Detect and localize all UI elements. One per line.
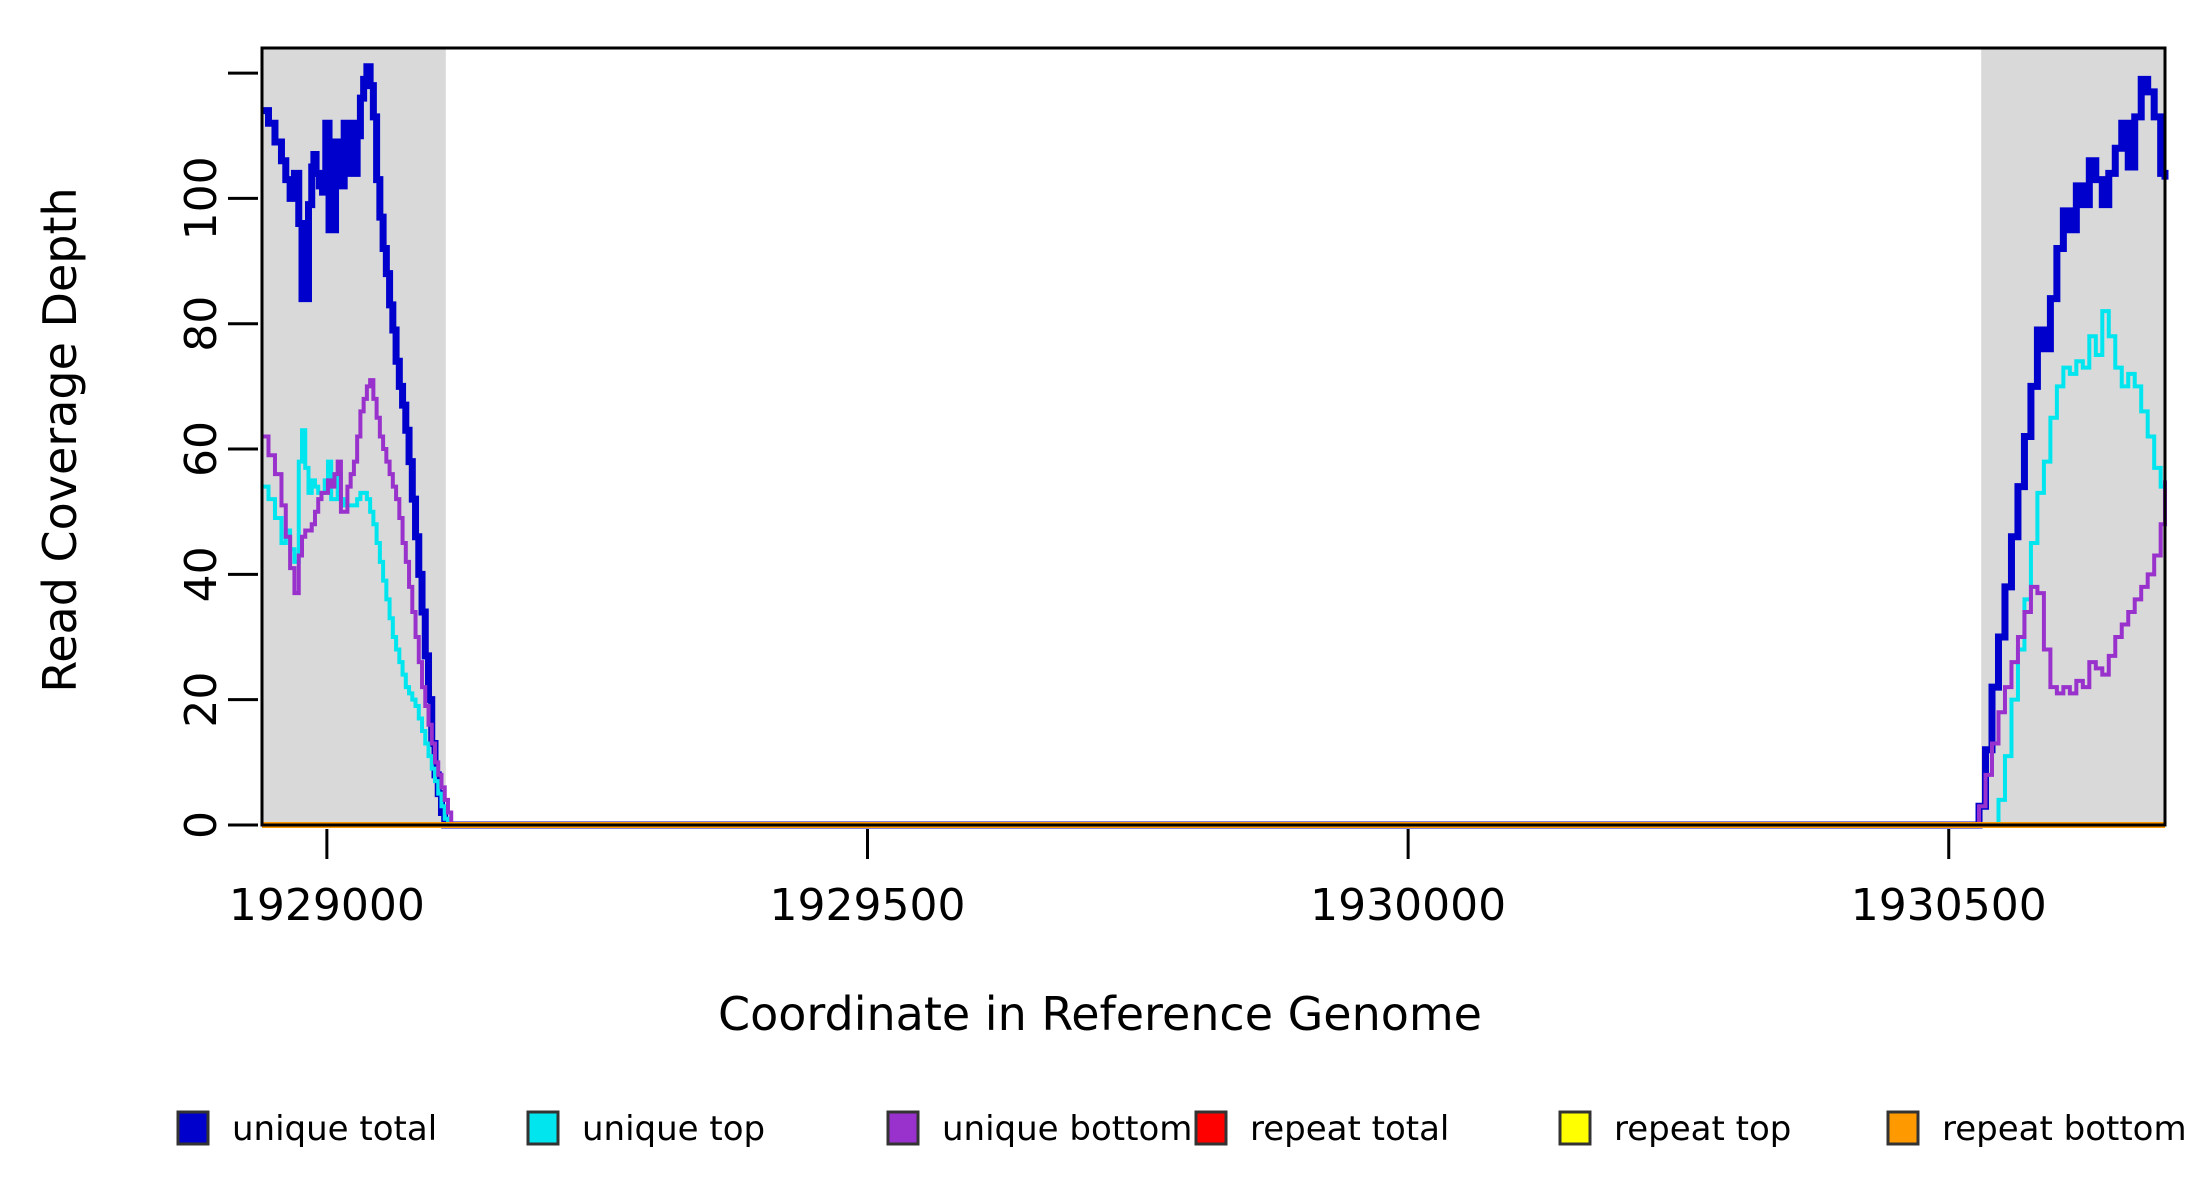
x-tick-label: 1929500 [770,880,966,931]
y-tick-label: 80 [176,296,227,352]
legend-item-unique-total[interactable]: unique total [176,1109,437,1149]
legend-item-unique-bottom[interactable]: unique bottom [886,1109,1192,1149]
data-series-group [262,63,2169,829]
right-coverage-region [1981,48,2165,825]
series-line-unique-bottom [262,378,2167,827]
y-axis-ticks: 0 20 40 60 80 100 [176,71,258,839]
legend-swatch-unique-total [176,1110,210,1146]
y-axis-title: Read Coverage Depth [33,187,87,692]
y-tick-label: 60 [176,421,227,477]
shaded-region-group [262,48,2165,825]
legend-label-unique-total: unique total [232,1109,437,1149]
x-axis-title: Coordinate in Reference Genome [718,987,1482,1041]
x-tick-label: 1930000 [1310,880,1506,931]
legend-item-repeat-top[interactable]: repeat top [1558,1109,1791,1149]
series-line-unique-total [262,63,2169,829]
x-tick-label: 1930500 [1851,880,2047,931]
y-tick-label: 40 [176,546,227,602]
series-line-unique-top [262,309,2167,827]
legend-swatch-repeat-total [1194,1110,1228,1146]
legend-label-repeat-top: repeat top [1614,1109,1791,1149]
legend-swatch-repeat-bottom [1886,1110,1920,1146]
legend-item-unique-top[interactable]: unique top [526,1109,765,1149]
legend-label-repeat-bottom: repeat bottom [1942,1109,2187,1149]
legend-label-unique-bottom: unique bottom [942,1109,1192,1149]
legend-swatch-unique-top [526,1110,560,1146]
legend-item-repeat-bottom[interactable]: repeat bottom [1886,1109,2187,1149]
legend-label-repeat-total: repeat total [1250,1109,1449,1149]
chart-legend: unique total unique top unique bottom repea… [176,1109,2187,1149]
x-axis-ticks: 1929000 1929500 1930000 1930500 [229,829,2047,931]
legend-item-repeat-total[interactable]: repeat total [1194,1109,1449,1149]
legend-label-unique-top: unique top [582,1109,765,1149]
y-tick-label: 0 [176,811,227,839]
plot-panel-border [260,46,2167,827]
y-tick-label: 100 [176,156,227,240]
x-tick-label: 1929000 [229,880,425,931]
legend-swatch-unique-bottom [886,1110,920,1146]
y-tick-label: 20 [176,672,227,728]
legend-swatch-repeat-top [1558,1110,1592,1146]
